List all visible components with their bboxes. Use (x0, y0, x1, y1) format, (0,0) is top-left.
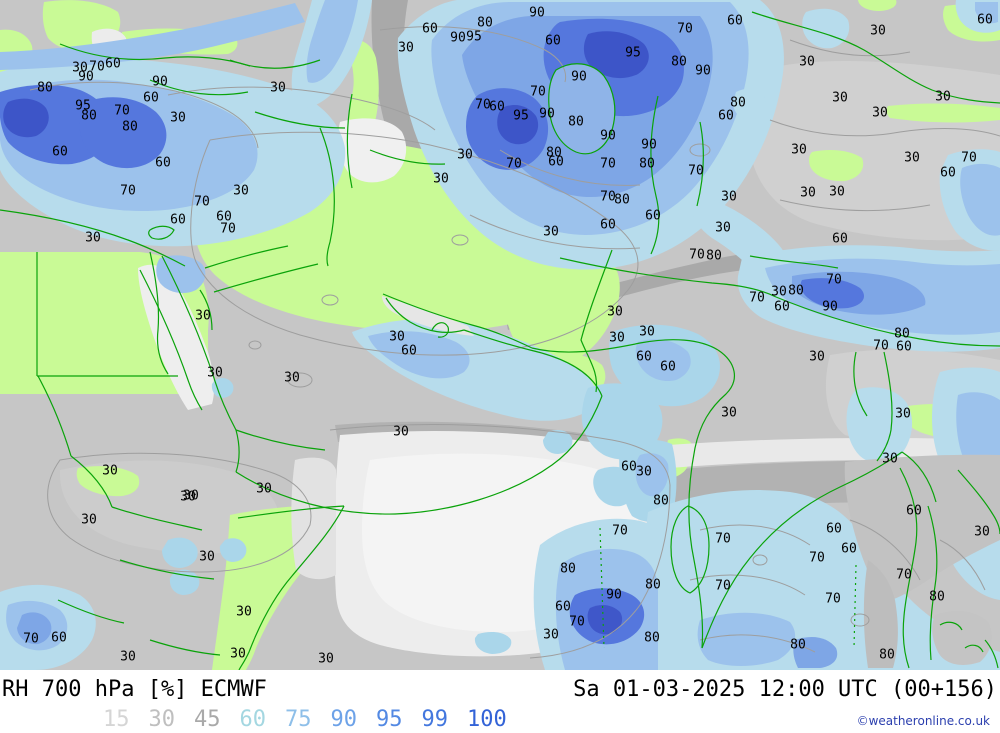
legend-value: 95 (376, 707, 403, 732)
legend-scale: 15 30 45 60 75 90 95 99 100 (103, 707, 507, 732)
map-title: RH 700 hPa [%] ECMWF (2, 677, 267, 702)
map-canvas (0, 0, 1000, 670)
copyright-link[interactable]: ©weatheronline.co.uk (856, 714, 990, 728)
legend-value: 75 (285, 707, 312, 732)
legend-value: 90 (330, 707, 358, 732)
legend-value: 45 (194, 707, 221, 732)
caption-bar: RH 700 hPa [%] ECMWF Sa 01-03-2025 12:00… (0, 670, 1000, 733)
legend-value: 60 (239, 707, 267, 732)
legend-value: 15 (103, 707, 130, 732)
valid-time: Sa 01-03-2025 12:00 UTC (00+156) (573, 677, 997, 702)
legend-value: 100 (467, 707, 507, 732)
legend-value: 30 (148, 707, 176, 732)
weather-map: 30 70 60 90 80 90 60 95 80 70 30 80 60 60 70 30 70 60 60 70… (0, 0, 1000, 670)
legend-value: 99 (421, 707, 449, 732)
contour-lines (29, 26, 1000, 659)
land-over-sea (844, 454, 1000, 668)
country-borders (0, 11, 1000, 670)
